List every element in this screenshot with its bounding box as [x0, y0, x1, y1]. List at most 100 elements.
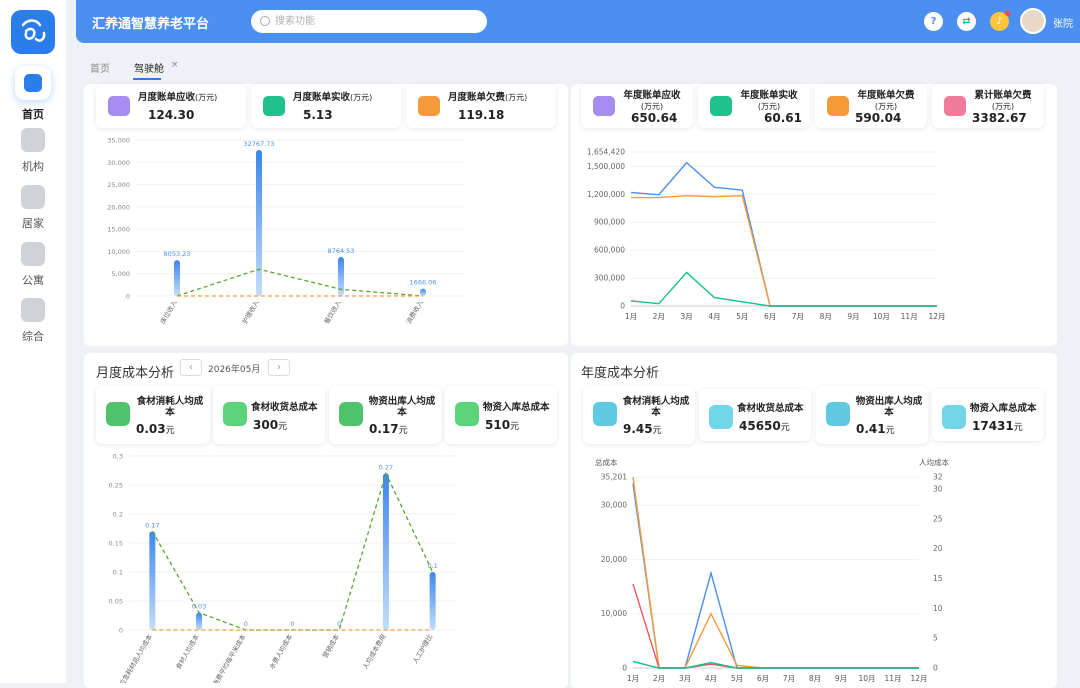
x-tick-label: 餐饮收入: [322, 298, 343, 325]
monthly-income-chart: 35,000 30,000 25,000 20,000 15,000 10,000 5,00…: [107, 137, 464, 326]
cost-card[interactable]: 食材消耗人均成本 9.45元: [583, 386, 695, 444]
card-label: 年度账单应收: [623, 90, 681, 101]
user-name[interactable]: 张院: [1053, 19, 1073, 30]
warehouse-out-icon: [826, 402, 850, 426]
x-tick-label: 消费收入: [404, 298, 425, 325]
x-tick-label: 床位收入: [158, 298, 179, 325]
bell-icon[interactable]: ♪: [990, 11, 1010, 31]
series-line: [630, 161, 937, 307]
next-month-button[interactable]: ›: [268, 359, 290, 376]
data-label: 32767.73: [243, 140, 274, 148]
card-label: 食材消耗人均成本: [622, 396, 690, 418]
y-tick-label: 0.25: [109, 482, 123, 490]
cumulative-arrears-card[interactable]: 累计账单欠费 (万元) 3382.67: [932, 84, 1044, 128]
sidebar-item-comprehensive[interactable]: 综合: [0, 298, 66, 344]
sidebar-item-label: 机构: [22, 160, 44, 173]
series-line: [631, 194, 937, 307]
cost-card[interactable]: 食材收货总成本 45650元: [699, 389, 811, 441]
active-tab-indicator: [133, 78, 161, 80]
y-tick-label: 35,201: [601, 473, 627, 482]
home-icon: [15, 66, 51, 100]
cost-card[interactable]: 物资出库人均成本 0.41元: [816, 386, 928, 444]
x-tick-label: 水费人均成本: [267, 632, 295, 671]
cost-card[interactable]: 食材收货总成本 300元: [213, 386, 325, 444]
y-tick-label: 0.3: [113, 453, 123, 461]
cost-card[interactable]: 食材消耗人均成本 0.03元: [96, 386, 210, 444]
card-unit: 元: [652, 426, 662, 436]
x-tick-label: 6月: [764, 312, 776, 321]
x-tick-label: 8月: [820, 312, 832, 321]
y-tick-label: 25,000: [107, 181, 130, 189]
y-right-tick-label: 25: [933, 514, 943, 523]
x-tick-label: 10月: [858, 674, 875, 683]
current-month[interactable]: 2026年05月: [208, 365, 261, 375]
warehouse-in-icon: [942, 405, 966, 429]
monthly-cost-chart: 0.3 0.25 0.2 0.15 0.1 0.05 0 0.17 应急耗材品人均成本 0.03 食…: [109, 453, 456, 683]
card-value: 0.41: [856, 422, 886, 436]
y-tick-label: 5,000: [111, 270, 130, 278]
x-tick-label: 11月: [901, 312, 918, 321]
search-input[interactable]: 搜索功能: [251, 10, 487, 33]
bar: [382, 473, 389, 630]
yearly-arrears-card[interactable]: 年度账单欠费 (万元) 590.04: [815, 84, 927, 128]
food-icon: [106, 402, 130, 426]
monthly-bill-panel: 月度账单应收(万元) 124.30 月度账单实收(万元) 5.13 月度账单欠费…: [84, 84, 568, 346]
avatar[interactable]: [1020, 8, 1046, 34]
monthly-arrears-card[interactable]: 月度账单欠费(万元) 119.18: [406, 84, 556, 128]
sidebar-item-home-care[interactable]: 居家: [0, 185, 66, 231]
panel-title: 月度成本分析: [96, 366, 175, 381]
y-tick-label: 600,000: [594, 246, 625, 255]
card-value: 17431: [972, 419, 1014, 433]
sidebar-item-institution[interactable]: 机构: [0, 128, 66, 174]
monthly-cost-panel: 月度成本分析 ‹ 2026年05月 › 食材消耗人均成本 0.03元 食材收货总…: [84, 353, 568, 688]
data-label: 0.17: [145, 521, 159, 529]
card-unit: (万元): [195, 93, 218, 102]
question-icon[interactable]: ?: [924, 12, 943, 31]
sidebar-item-home[interactable]: 首页: [0, 66, 66, 122]
yearly-receivable-card[interactable]: 年度账单应收 (万元) 650.64: [581, 84, 693, 128]
tab-cockpit[interactable]: 驾驶舱: [134, 64, 164, 75]
x-tick-label: 应急耗材品人均成本: [117, 632, 154, 683]
card-unit: 元: [510, 422, 520, 432]
y-right-tick-label: 15: [933, 574, 943, 583]
bar: [256, 149, 262, 296]
cost-card[interactable]: 物资入库总成本 510元: [445, 386, 557, 444]
x-tick-label: 3月: [679, 674, 691, 683]
yearly-cost-chart: 35,201 30,000 20,000 10,000 0 32 30 25 20 15 10 5 0 总…: [595, 457, 949, 683]
cost-card[interactable]: 物资出库人均成本 0.17元: [329, 386, 441, 444]
food-icon: [593, 402, 617, 426]
x-tick-label: 11月: [884, 674, 901, 683]
yearly-received-card[interactable]: 年度账单实收 (万元) 60.61: [698, 84, 810, 128]
y-tick-label: 20,000: [107, 203, 130, 211]
y-tick-label: 0.1: [113, 569, 123, 577]
x-tick-label: 1月: [625, 312, 637, 321]
monthly-receivable-card[interactable]: 月度账单应收(万元) 124.30: [96, 84, 246, 128]
x-tick-label: 营销成本: [320, 632, 341, 659]
bar: [174, 260, 180, 296]
monthly-received-card[interactable]: 月度账单实收(万元) 5.13: [251, 84, 401, 128]
prev-month-button[interactable]: ‹: [180, 359, 202, 376]
tab-bar: 首页 驾驶舱 ×: [76, 50, 1080, 80]
card-unit: (万元): [874, 102, 898, 111]
x-tick-label: 10月: [873, 312, 890, 321]
card-value: 0.03: [136, 422, 166, 436]
cost-card[interactable]: 物资入库总成本 17431元: [932, 389, 1044, 441]
warehouse-out-icon: [339, 402, 363, 426]
sidebar-item-label: 公寓: [22, 274, 44, 287]
x-tick-label: 人均成本费用: [360, 633, 387, 671]
cumulative-icon: [944, 96, 966, 116]
card-label: 物资入库总成本: [483, 402, 550, 413]
stack-icon: [21, 298, 45, 322]
exchange-icon[interactable]: ⇄: [957, 12, 976, 31]
card-unit: 元: [165, 426, 175, 436]
institution-icon: [21, 128, 45, 152]
sidebar: 首页 机构 居家 公寓 综合: [0, 0, 66, 683]
tab-home[interactable]: 首页: [90, 64, 110, 75]
y-right-tick-label: 20: [933, 544, 943, 553]
card-value: 9.45: [623, 422, 653, 436]
x-tick-label: 人工护理比: [410, 632, 434, 665]
sidebar-item-apartment[interactable]: 公寓: [0, 242, 66, 288]
card-value: 5.13: [303, 108, 333, 122]
data-label: 1666.06: [410, 279, 437, 287]
tab-close-icon[interactable]: ×: [171, 60, 179, 70]
